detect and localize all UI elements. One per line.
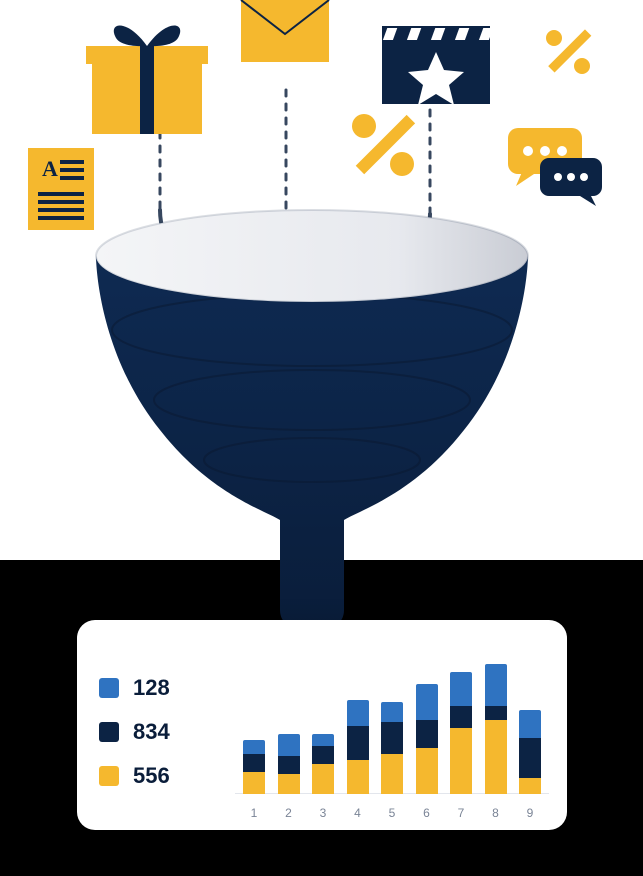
svg-text:A: A [42, 156, 58, 181]
x-axis-label: 2 [278, 806, 300, 820]
chart-legend: 128 834 556 [99, 669, 239, 789]
legend-label: 556 [133, 763, 170, 789]
bar-segment-yellow [347, 760, 369, 794]
legend-item: 556 [99, 763, 239, 789]
bar-column [312, 644, 334, 794]
bar-segment-blue [416, 684, 438, 720]
x-axis-label: 5 [381, 806, 403, 820]
gift-icon [86, 25, 208, 134]
x-axis-label: 7 [450, 806, 472, 820]
legend-label: 128 [133, 675, 170, 701]
chart-card: 128 834 556 123456789 [77, 620, 567, 830]
bar-column [243, 644, 265, 794]
bar-column [347, 644, 369, 794]
x-axis-label: 8 [485, 806, 507, 820]
bar-segment-yellow [450, 728, 472, 794]
bar-segment-blue [278, 734, 300, 756]
bar-segment-blue [347, 700, 369, 726]
bar-column [519, 644, 541, 794]
bar-segment-yellow [243, 772, 265, 794]
bar-segment-navy [381, 722, 403, 754]
bar-column [416, 644, 438, 794]
bar-segment-navy [243, 754, 265, 772]
bar-segment-yellow [381, 754, 403, 794]
bar-segment-blue [450, 672, 472, 706]
stacked-bar-chart: 123456789 [239, 638, 545, 820]
chat-icon [508, 128, 602, 206]
bar-segment-navy [450, 706, 472, 728]
legend-swatch-yellow [99, 766, 119, 786]
legend-swatch-navy [99, 722, 119, 742]
bar-segment-blue [312, 734, 334, 746]
envelope-icon [241, 0, 329, 62]
bar-segment-blue [485, 664, 507, 706]
document-icon: A [28, 148, 94, 230]
bar-segment-navy [519, 738, 541, 778]
bar-segment-yellow [312, 764, 334, 794]
bar-segment-yellow [416, 748, 438, 794]
bar-column [381, 644, 403, 794]
bar-segment-navy [416, 720, 438, 748]
x-axis-label: 1 [243, 806, 265, 820]
percent-small-icon [546, 29, 591, 74]
funnel [96, 210, 528, 630]
bar-column [450, 644, 472, 794]
x-axis-label: 4 [347, 806, 369, 820]
bar-segment-blue [381, 702, 403, 722]
bar-segment-navy [278, 756, 300, 774]
legend-label: 834 [133, 719, 170, 745]
funnel-illustration: A [0, 0, 643, 650]
bar-segment-navy [485, 706, 507, 720]
legend-item: 128 [99, 675, 239, 701]
bar-segment-navy [312, 746, 334, 764]
x-axis-label: 3 [312, 806, 334, 820]
bar-segment-yellow [278, 774, 300, 794]
bar-segment-yellow [485, 720, 507, 794]
bar-segment-blue [243, 740, 265, 754]
clapper-star-icon [382, 26, 493, 105]
bar-segment-blue [519, 710, 541, 738]
bar-column [485, 644, 507, 794]
x-axis-label: 9 [519, 806, 541, 820]
bar-segment-yellow [519, 778, 541, 794]
x-axis-label: 6 [416, 806, 438, 820]
percent-large-icon [352, 114, 415, 176]
legend-item: 834 [99, 719, 239, 745]
bar-column [278, 644, 300, 794]
legend-swatch-blue [99, 678, 119, 698]
bar-segment-navy [347, 726, 369, 760]
